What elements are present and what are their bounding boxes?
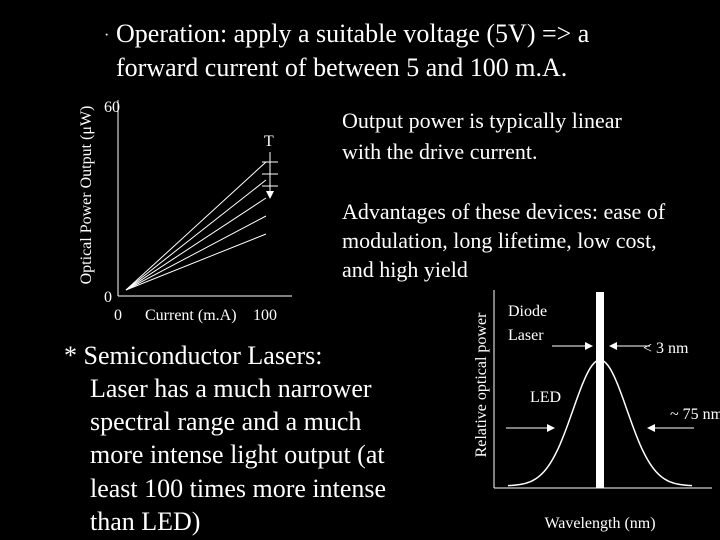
laser-line: more intense light output (at [90,440,385,469]
annotation: T [264,133,274,150]
led-label: LED [530,389,561,406]
laser-line: Laser has a much narrower [90,374,372,403]
power-chart: Optical Power Output (μW) 0 60 0 Current… [78,99,292,324]
y-axis-label: Relative optical power [473,312,490,458]
curve [125,179,267,291]
laser-line: spectral range and a much [90,407,361,436]
curve [125,233,267,291]
note-line: with the drive current. [342,139,538,164]
bullet-line: forward current of between 5 and 100 m.A… [116,53,567,82]
x-axis-label: Current (m.A) [145,307,237,324]
curve [125,197,267,291]
led-width: ~ 75 nm [670,406,720,423]
y-tick-label: 60 [104,99,120,116]
laser-line: least 100 times more intense [90,474,386,503]
laser-label: Laser [508,327,544,344]
laser-line: * Semiconductor Lasers: [64,341,323,370]
advantage-line: modulation, long lifetime, low cost, [342,228,657,253]
x-axis-label: Wavelength (nm) [544,515,655,532]
x-tick-label: 100 [253,307,277,324]
x-tick-label: 0 [114,307,122,324]
laser-label: Diode [508,303,547,320]
y-tick-label: 0 [104,289,112,306]
bullet-line: Operation: apply a suitable voltage (5V)… [116,19,590,48]
curve [125,215,267,291]
advantage-line: Advantages of these devices: ease of [342,199,666,224]
advantage-line: and high yield [342,257,468,282]
y-axis-label: Optical Power Output (μW) [78,106,95,285]
curve [125,161,267,291]
bullet-mark: · [104,27,109,44]
laser-width: < 3 nm [643,340,689,357]
laser-line: than LED) [90,507,200,536]
laser-line [596,292,604,488]
note-line: Output power is typically linear [342,108,622,133]
spectrum-chart: Relative optical power Diode Laser < 3 n… [473,290,720,532]
